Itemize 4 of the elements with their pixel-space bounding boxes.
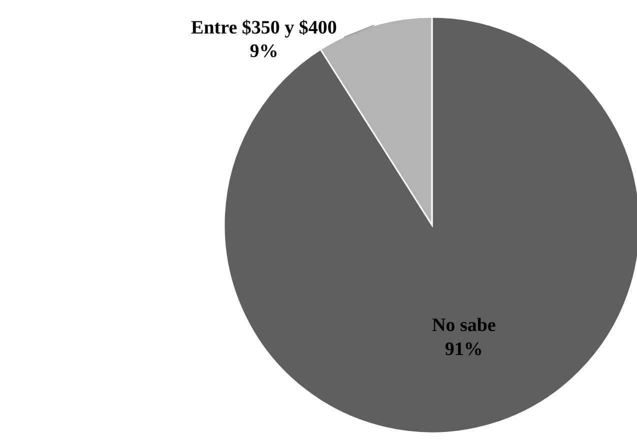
slice-label: Entre $350 y $400: [191, 17, 337, 38]
slice-label: No sabe: [432, 315, 496, 336]
data-label: 91%: [444, 338, 483, 360]
data-label: 9%: [250, 41, 278, 62]
